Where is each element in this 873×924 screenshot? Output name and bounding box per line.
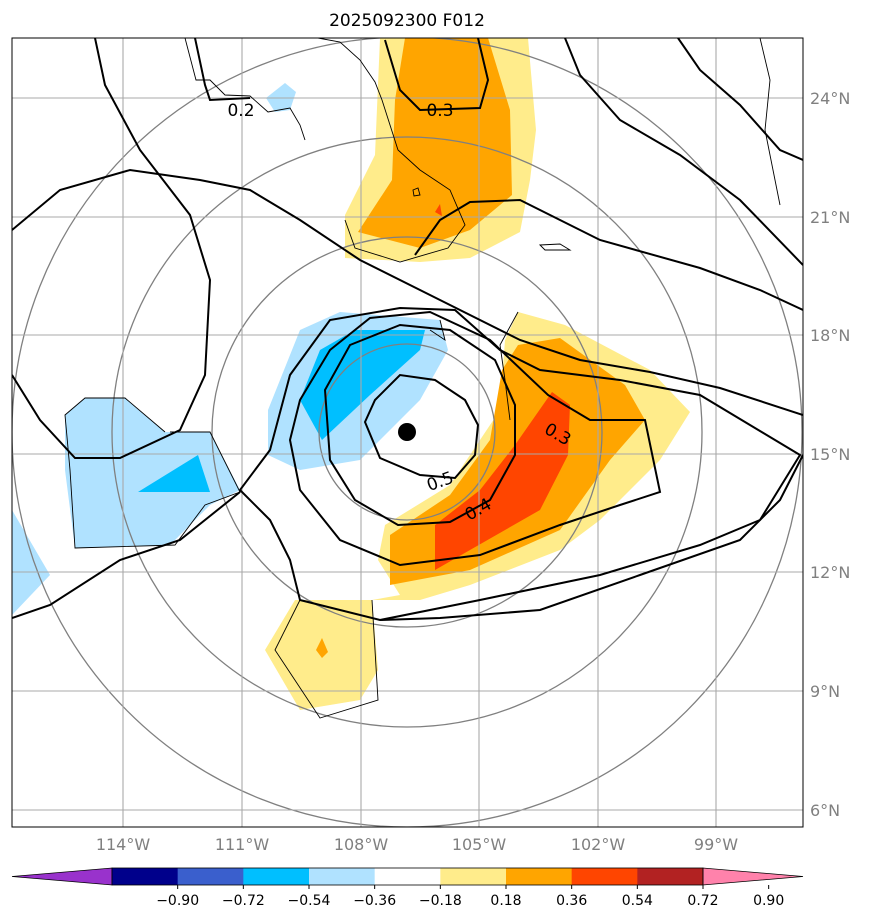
lat-label: 6°N [810,801,840,820]
lon-label: 102°W [571,835,626,854]
contour-0.5 [363,373,480,480]
colorbar-segment [243,868,310,885]
contour-0.4-outer [288,310,662,567]
positive-shade-strong [435,392,570,570]
colorbar-tick-label: −0.90 [156,893,199,909]
colorbar-tick-label: 0.54 [622,893,653,909]
colorbar-tick-label: −0.18 [419,893,462,909]
colorbar-extend-low [11,867,113,886]
colorbar-segment [506,868,573,885]
contour-0.2-north [194,38,251,102]
negative-shade-light [65,398,240,548]
lat-labels: 24°N 21°N 18°N 15°N 12°N 9°N 6°N [810,89,850,820]
colorbar-tick-label: −0.72 [222,893,265,909]
colorbar: −0.90 −0.72 −0.54 −0.36 −0.18 0.18 0.36 0.54 0.7… [11,867,804,909]
colorbar-segment [177,868,244,885]
contour-0.2-ne [564,38,803,266]
contours [12,38,803,622]
negative-shade-strong [300,330,425,440]
colorbar-tick-label: 0.36 [556,893,587,909]
contour-0.3-north [414,198,803,311]
contour-0.2-ne2 [677,38,803,161]
lon-labels: 114°W 111°W 108°W 105°W 102°W 99°W [96,835,738,854]
colorbar-segment [571,868,638,885]
contour-label: 0.3 [426,101,453,121]
colorbar-tick-label: −0.54 [288,893,331,909]
map-area: 0.2 0.3 0.3 0.4 0.5 [12,38,803,827]
contour-0.3 [238,306,802,622]
negative-shade-light [12,510,50,615]
lat-label: 18°N [810,326,850,345]
lon-label: 111°W [215,835,270,854]
lon-label: 99°W [694,835,738,854]
colorbar-segment [440,868,507,885]
contour-0.3-north2 [384,38,490,112]
lon-label: 114°W [96,835,151,854]
colorbar-segment [374,868,441,885]
contour-0.2-sw [12,491,241,619]
lat-label: 21°N [810,208,850,227]
positive-shade-strong [435,204,442,216]
figure-title: 2025092300 F012 [329,11,485,31]
contour-0.4 [323,323,516,527]
lat-label: 12°N [810,563,850,582]
colorbar-extend-high [702,867,804,886]
storm-center-marker [398,423,416,441]
colorbar-tick-label: −0.36 [353,893,396,909]
contour-0.2-west [12,38,212,459]
lat-label: 24°N [810,89,850,108]
colorbar-tick-label: 0.90 [753,893,784,909]
lat-label: 15°N [810,445,850,464]
coastlines [64,38,781,719]
colorbar-outline [111,867,704,886]
positive-shade-mid [358,38,512,248]
colorbar-segment [637,868,704,885]
contour-0.2-outer2 [379,454,803,621]
colorbar-tick-label: 0.18 [490,893,521,909]
positive-shade-strong [316,638,328,658]
colorbar-tick-label: 0.72 [687,893,718,909]
contour-0.2-outer [12,168,803,416]
lon-label: 105°W [452,835,507,854]
colorbar-segment [112,868,179,885]
map-frame [11,37,804,828]
colorbar-segment [309,868,376,885]
lon-label: 108°W [334,835,389,854]
lat-label: 9°N [810,682,840,701]
negative-shade-strong [138,455,210,492]
contour-label: 0.2 [227,101,254,121]
range-rings [12,38,803,827]
